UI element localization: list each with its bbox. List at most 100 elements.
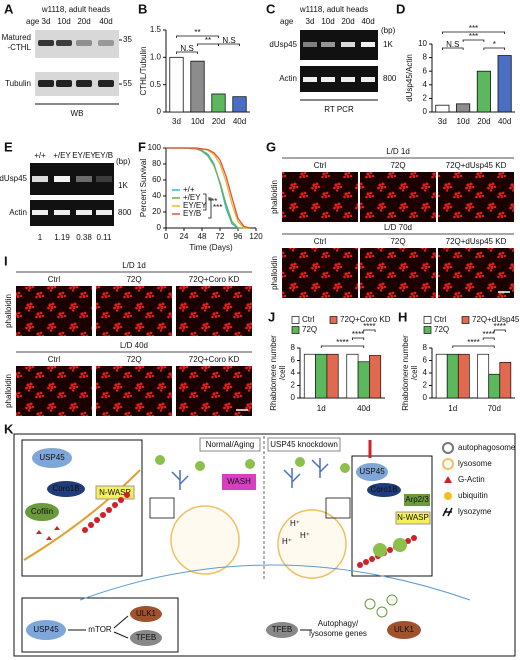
lysosome [170,505,240,575]
legend-label: lysosome [458,459,492,468]
y-tick-label: 4 [423,80,428,89]
sig-bracket [352,337,365,340]
band [38,80,54,87]
band [96,210,112,215]
protein [25,503,59,521]
lane-label: 3d [306,17,315,26]
sig-bracket [462,39,485,42]
sig-label: **** [363,322,375,331]
bar [303,353,316,399]
y-axis-label: Percent Survival [139,159,148,217]
band [76,80,92,87]
lane-label: +/EY [53,151,71,160]
panel-label: D [396,1,405,16]
actin-branch [283,468,301,488]
proton-label: H⁺ [300,531,310,540]
diagram-title: USP45 knockdown [270,440,338,449]
lane-label: EY/B [95,151,113,160]
y-axis-label: dUsp45/Actin [405,54,414,102]
legend-label: 72Q+dUsp45 KD [472,315,520,324]
complex [222,474,256,490]
g-actin [46,536,52,540]
blot-title: w1118, adult heads [41,5,110,14]
band [321,42,335,47]
stain-label: phalloidin [270,180,279,214]
panel-label: A [4,1,14,16]
protein [395,511,431,525]
band [303,42,317,47]
sig-label: **** [482,330,494,339]
legend-swatch [461,316,470,324]
sig-bracket [218,43,240,46]
marker-label: 1K [118,181,128,190]
protein [404,494,430,506]
band-label: Actin [9,208,27,217]
sig-bracket [483,47,506,50]
vesicle [245,459,255,469]
column-label: Ctrl [48,355,61,364]
lysosome-small [376,606,388,618]
x-tick-label: 96 [234,232,243,241]
sig-bracket [203,193,212,219]
proton-label: H⁺ [282,537,292,546]
x-tick-label: 40d [498,117,511,126]
panel-label: K [4,421,14,436]
y-tick-label: 6 [423,66,428,75]
y-tick-label: 4 [423,368,428,377]
f-actin [411,535,417,541]
panel-label: I [4,253,8,268]
protein-label: Arp2/3 [405,495,429,504]
band [56,40,72,46]
sig-label: *** [213,203,222,212]
bar [326,353,339,399]
protein-label: N-WASP [397,513,429,522]
bar [456,103,471,113]
micrograph [282,248,358,298]
column-label: 72Q [390,161,405,170]
micrograph [96,286,172,336]
band [303,77,317,82]
title-box [267,437,341,452]
y-tick-label: 0.5 [150,80,162,89]
x-tick-label: 70d [488,404,501,413]
diagram-title: Normal/Aging [206,440,254,449]
protein [266,622,298,638]
y-tick-label: 20 [152,207,161,216]
band [341,77,355,82]
y-tick-label: 1.0 [150,52,162,61]
band [54,210,70,215]
bar [435,104,450,113]
membrane [23,469,141,561]
column-label: 72Q [390,237,405,246]
y-tick-label: 6 [423,356,428,365]
legend-icon [442,507,453,517]
y-tick-label: 2 [423,94,428,103]
band [76,176,92,182]
sig-bracket [441,47,464,50]
sig-label: *** [469,24,478,33]
band [76,40,92,46]
legend-label: Ctrl [302,315,315,324]
legend-label: EY/B [183,209,201,218]
y-tick-label: 2 [423,381,428,390]
band [96,176,112,182]
y-tick-label: 4 [291,368,296,377]
sig-bracket [493,329,506,332]
y-axis-label: CTHL/Tubulin [139,46,148,95]
sig-bracket [176,51,198,54]
sig-bracket [441,31,506,34]
band-label: Tubulin [5,79,31,88]
x-tick-label: 10d [456,117,469,126]
legend-label: ubiquitin [458,491,488,500]
stain-label: phalloidin [4,374,13,408]
sig-label: **** [352,330,364,339]
protein-label: Coro1B [370,485,397,494]
marker-label: 800 [383,74,397,83]
protein [367,483,401,497]
method-label: WB [71,109,84,118]
lane-label: EY/EY [72,151,96,160]
protein-label: USP45 [39,453,65,462]
y-tick-label: 6 [291,356,296,365]
f-actin [387,547,393,553]
